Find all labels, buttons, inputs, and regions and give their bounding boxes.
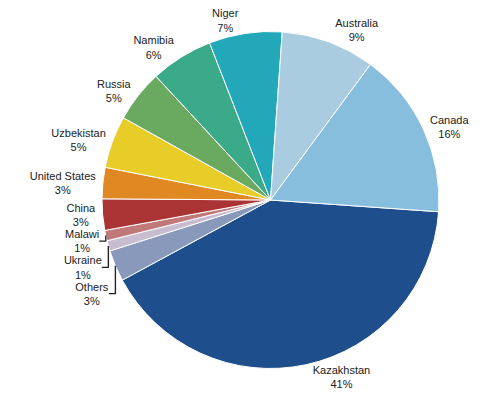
svg-text:Namibia6%: Namibia6% [133, 34, 174, 60]
svg-text:Kazakhstan41%: Kazakhstan41% [313, 364, 370, 390]
svg-text:Canada16%: Canada16% [430, 114, 469, 140]
svg-text:China3%: China3% [66, 202, 96, 228]
svg-text:Australia9%: Australia9% [335, 17, 379, 43]
svg-text:Malawi1%: Malawi1% [65, 228, 99, 254]
svg-text:United States3%: United States3% [30, 170, 97, 196]
svg-text:Uzbekistan5%: Uzbekistan5% [51, 127, 105, 153]
svg-text:Ukraine1%: Ukraine1% [64, 254, 102, 280]
svg-text:Russia5%: Russia5% [97, 78, 132, 104]
svg-text:Niger7%: Niger7% [212, 7, 239, 33]
svg-text:Others3%: Others3% [75, 281, 109, 307]
